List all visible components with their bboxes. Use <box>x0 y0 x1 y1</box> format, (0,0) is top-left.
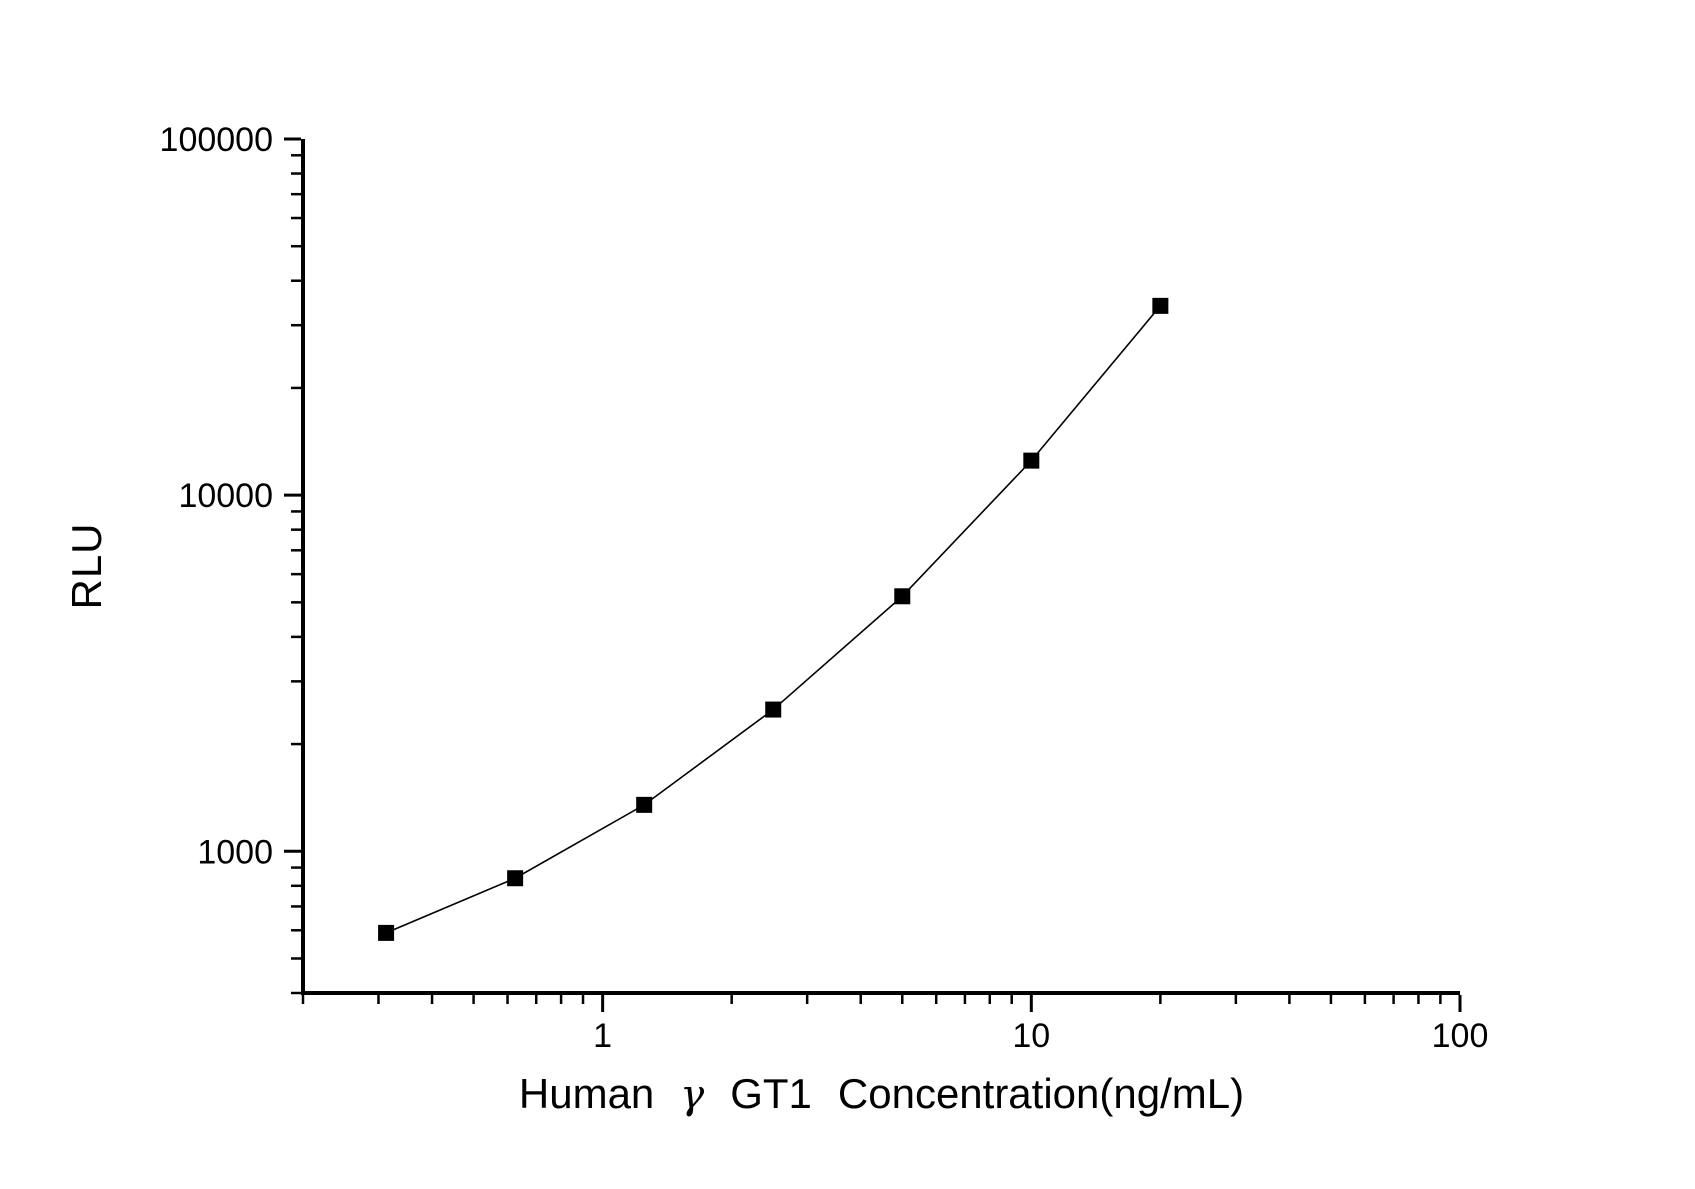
gamma-symbol: γ <box>680 1072 705 1118</box>
x-tick-label-1: 1 <box>593 1017 612 1055</box>
y-tick-label-100000: 100000 <box>160 121 273 159</box>
data-point-3 <box>636 796 653 813</box>
y-tick-label-1000: 1000 <box>197 833 273 871</box>
data-point-2 <box>507 870 524 887</box>
data-point-7 <box>1152 297 1169 314</box>
data-point-6 <box>1023 452 1040 469</box>
x-axis-title: Human γ GT1 Concentration(ng/mL) <box>303 1070 1460 1118</box>
x-title-word-human: Human <box>518 1070 655 1117</box>
x-title-word-concentration: Concentration(ng/mL) <box>837 1070 1245 1117</box>
data-point-4 <box>765 701 782 718</box>
data-point-5 <box>894 588 911 605</box>
x-tick-label-100: 100 <box>1432 1017 1489 1055</box>
series-line-standard-curve <box>385 305 1161 934</box>
x-tick-label-10: 10 <box>1012 1017 1050 1055</box>
y-axis-title: RLU <box>63 522 110 610</box>
y-tick-label-10000: 10000 <box>178 477 273 515</box>
x-title-word-gt1: GT1 <box>730 1070 812 1117</box>
data-point-1 <box>378 924 395 941</box>
